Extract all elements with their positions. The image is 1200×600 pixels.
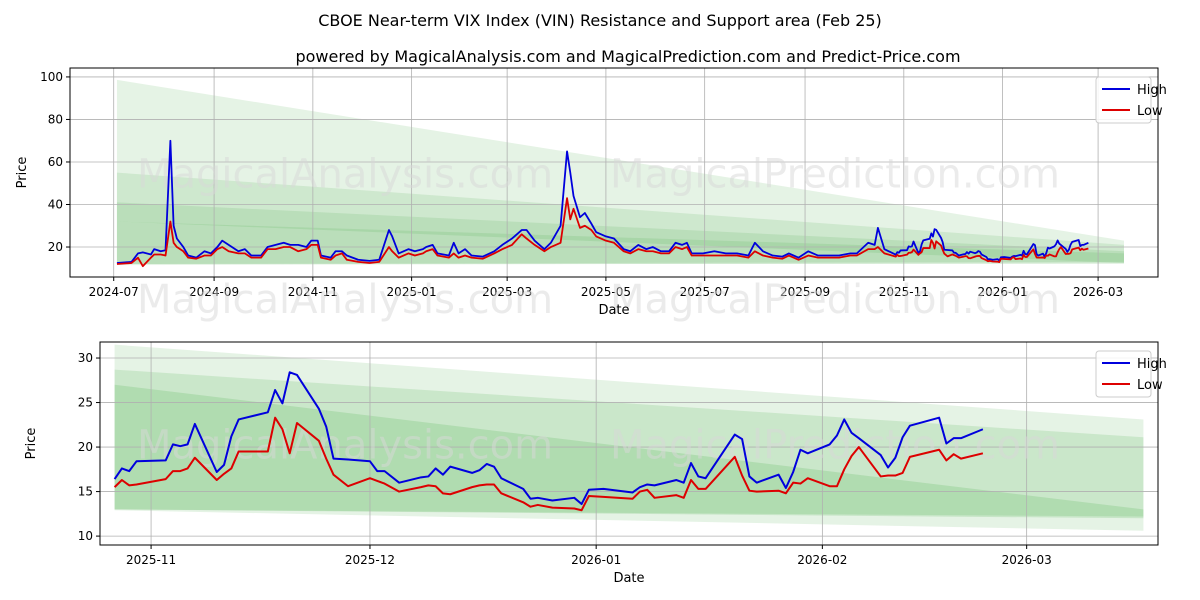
watermark: MagicalPrediction.com (610, 152, 1060, 198)
resistance-support-band-3 (116, 202, 1124, 263)
x-axis-label: Date (598, 303, 629, 318)
watermark: MagicalAnalysis.com (137, 423, 553, 469)
x-tick-label: 2025-07 (680, 285, 730, 299)
resistance-support-band-1 (116, 79, 1124, 266)
subplot-1: 2024-07 2024-09 2024-11 2025-01 2025-03 2025-… (15, 67, 1167, 323)
axes-frame (69, 67, 1159, 278)
x-tick-label: 2024-11 (288, 285, 338, 299)
watermark: MagicalAnalysis.com (137, 152, 553, 198)
resistance-support-band-1 (114, 344, 1144, 531)
x-tick-label: 2025-01 (387, 285, 437, 299)
legend: High Low (1095, 76, 1167, 124)
legend-label-high: High (1137, 83, 1167, 98)
y-tick-label: 30 (78, 351, 93, 365)
y-tick-label: 20 (48, 240, 63, 254)
x-tick-label: 2025-09 (780, 285, 830, 299)
y-tick-label: 20 (78, 440, 93, 454)
low-series-line (113, 416, 984, 512)
x-tick-label: 2026-03 (1002, 553, 1052, 567)
legend: High Low (1095, 350, 1167, 398)
chart-subtitle: powered by MagicalAnalysis.com and Magic… (295, 47, 960, 66)
resistance-support-band-3 (114, 384, 1144, 519)
y-tick-label: 80 (48, 112, 63, 126)
high-series-line (116, 139, 1089, 264)
watermark: MagicalAnalysis.com (137, 277, 553, 323)
watermark: MagicalPrediction.com (610, 277, 1060, 323)
y-tick-label: 40 (48, 197, 63, 211)
y-tick-label: 10 (78, 529, 93, 543)
subplot-2: 2025-11 2025-12 2026-01 2026-02 2026-03 10 15 2… (24, 341, 1167, 586)
x-tick-label: 2025-11 (126, 553, 176, 567)
y-tick-label: 15 (78, 485, 93, 499)
high-series-line (113, 371, 984, 506)
chart-title: CBOE Near-term VIX Index (VIN) Resistanc… (318, 11, 882, 30)
x-tick-label: 2026-01 (571, 553, 621, 567)
legend-label-low: Low (1137, 104, 1163, 119)
y-tick-label: 60 (48, 155, 63, 169)
resistance-support-band-4 (116, 221, 1124, 265)
x-tick-label: 2026-03 (1073, 285, 1123, 299)
x-tick-label: 2025-12 (345, 553, 395, 567)
resistance-support-band-2 (116, 172, 1124, 265)
y-tick-label: 25 (78, 396, 93, 410)
x-tick-label: 2024-07 (89, 285, 139, 299)
x-tick-label: 2024-09 (189, 285, 239, 299)
y-axis-label: Price (24, 428, 39, 460)
x-tick-label: 2026-02 (797, 553, 847, 567)
x-tick-label: 2025-11 (879, 285, 929, 299)
x-axis-label: Date (613, 571, 644, 586)
y-tick-label: 100 (40, 70, 63, 84)
low-series-line (116, 197, 1089, 268)
x-tick-label: 2026-01 (978, 285, 1028, 299)
x-tick-label: 2025-05 (581, 285, 631, 299)
x-tick-label: 2025-03 (482, 285, 532, 299)
watermark: MagicalPrediction.com (610, 423, 1060, 469)
legend-label-high: High (1137, 357, 1167, 372)
legend-label-low: Low (1137, 378, 1163, 393)
axes-frame (99, 341, 1159, 546)
y-axis-label: Price (15, 157, 30, 189)
